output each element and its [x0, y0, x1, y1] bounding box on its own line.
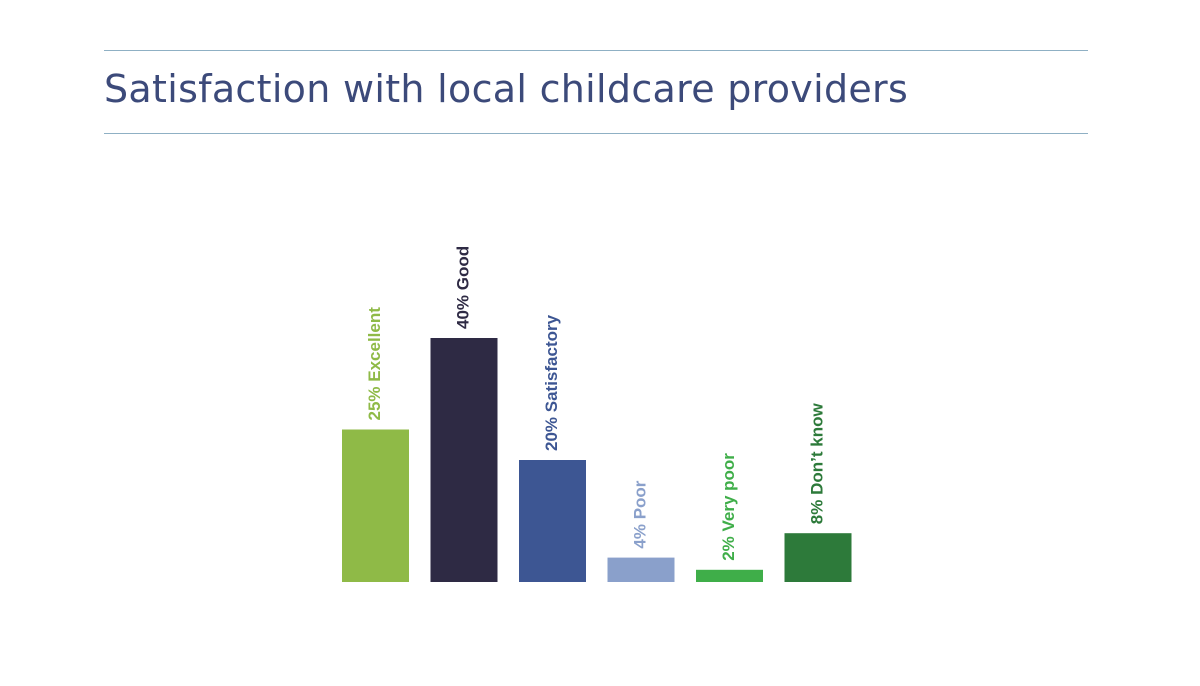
bar-very-poor — [696, 569, 763, 582]
title-rule-top — [104, 50, 1088, 51]
bar-label: 2% Very poor — [719, 453, 738, 561]
title-rule-bottom — [104, 133, 1088, 134]
bar-label: 4% Poor — [630, 480, 649, 548]
bar-satisfactory — [519, 460, 586, 582]
bar-label: 20% Satisfactory — [542, 314, 561, 451]
bar-label: 40% Good — [453, 246, 472, 329]
bar-don-t-know — [784, 533, 852, 582]
bar-label: 8% Don’t know — [807, 403, 826, 525]
chart-title: Satisfaction with local childcare provid… — [104, 67, 909, 111]
bar-label: 25% Excellent — [365, 307, 384, 421]
bar-good — [430, 338, 498, 582]
bar-excellent — [342, 429, 409, 582]
bar-poor — [607, 557, 675, 582]
